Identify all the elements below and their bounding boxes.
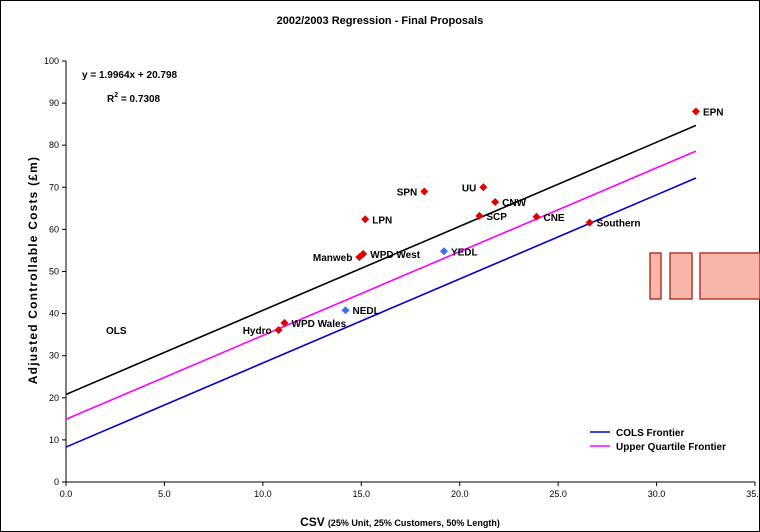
x-tick-label: 15.0 [353,489,371,499]
y-axis-ticks: 0 10 20 30 40 50 60 70 80 90 100 [44,56,66,487]
point-label-uu: UU [462,183,476,194]
decorative-shapes [649,252,760,300]
y-tick-label: 20 [49,393,59,403]
point-label-spn: SPN [397,188,418,199]
y-tick-label: 30 [49,351,59,361]
data-points: EPN SPN UU CNW SCP LPN CNE Southern WPD West Manw… [243,107,724,337]
x-axis-ticks: 0.0 5.0 10.0 15.0 20.0 25.0 30.0 35.0 [60,482,760,499]
x-tick-label: 0.0 [60,489,73,499]
data-point-yedl [439,247,448,256]
series-line-upper-quartile-frontier [65,150,697,421]
point-label-cne: CNE [543,213,564,224]
series-line-ols [65,124,697,396]
y-tick-label: 70 [49,182,59,192]
x-tick-label: 10.0 [254,489,272,499]
point-label-manweb: Manweb [313,253,352,264]
x-tick-label: 5.0 [158,489,171,499]
point-label-lpn: LPN [372,215,392,226]
data-point-wpd-wales [280,318,289,327]
y-tick-label: 80 [49,140,59,150]
decor-rect [649,252,662,300]
point-label-hydro: Hydro [243,326,272,337]
point-label-wpd-wales: WPD Wales [292,319,347,330]
x-axis-label: CSV [300,515,325,529]
data-point-cne [532,212,541,221]
y-tick-label: 60 [49,224,59,234]
x-tick-label: 25.0 [549,489,567,499]
point-label-yedl: YEDL [451,247,478,258]
point-label-cnw: CNW [502,198,526,209]
y-tick-label: 0 [54,477,59,487]
r-squared-letter: R [107,94,115,105]
x-tick-label: 30.0 [648,489,666,499]
y-tick-label: 40 [49,309,59,319]
decor-rect [669,252,693,300]
y-tick-label: 10 [49,435,59,445]
r-squared-annotation: R2 = 0.7308 [107,92,161,105]
y-tick-label: 50 [49,267,59,277]
regression-equation: y = 1.9964x + 20.798 [82,70,178,81]
data-point-manweb [355,253,364,262]
x-axis-label-detail: (25% Unit, 25% Customers, 50% Length) [328,518,500,528]
point-label-nedl: NEDL [353,306,380,317]
data-point-hydro [274,326,283,335]
x-axis-title: CSV (25% Unit, 25% Customers, 50% Length) [300,515,500,529]
x-tick-label: 35.0 [746,489,760,499]
data-point-uu [479,183,488,192]
data-point-spn [420,187,429,196]
decor-rect [699,252,760,300]
r-squared-value: = 0.7308 [118,94,160,105]
y-tick-label: 100 [44,56,59,66]
data-point-nedl [341,306,350,315]
data-point-southern [585,218,594,227]
r-squared-superscript: 2 [114,92,118,99]
data-point-scp [475,211,484,220]
point-label-scp: SCP [486,212,507,223]
y-axis-title: Adjusted Controllable Costs (£m) [26,156,40,384]
data-point-cnw [491,198,500,207]
point-label-wpd-west: WPD West [370,250,420,261]
legend: COLS Frontier Upper Quartile Frontier [590,428,726,453]
legend-entry-label: Upper Quartile Frontier [616,442,726,453]
chart-title: 2002/2003 Regression - Final Proposals [277,15,484,27]
point-label-southern: Southern [597,219,641,230]
x-tick-label: 20.0 [451,489,469,499]
ols-annotation: OLS [106,326,127,337]
data-point-epn [691,107,700,116]
y-tick-label: 90 [49,98,59,108]
point-label-epn: EPN [703,108,724,119]
data-point-lpn [361,215,370,224]
legend-entry-label: COLS Frontier [616,428,684,439]
